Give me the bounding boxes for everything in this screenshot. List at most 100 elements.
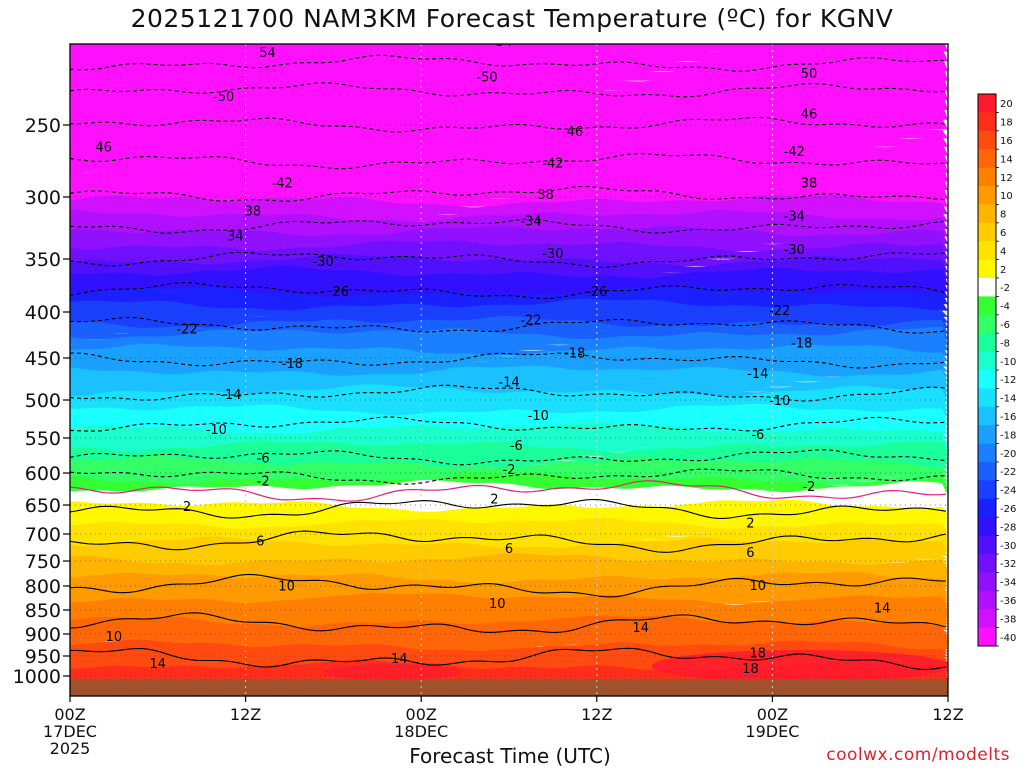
colorbar-label: -40 — [1000, 633, 1016, 644]
contour-line — [70, 251, 947, 268]
x-tick-label: 17DEC — [43, 722, 97, 741]
contour-label: 10 — [749, 579, 766, 594]
x-tick-label: 00Z — [406, 705, 437, 724]
colorbar-swatch — [978, 480, 996, 500]
colorbar-swatch — [978, 351, 996, 371]
y-tick-label: 300 — [25, 187, 61, 209]
contour-label: 26 — [332, 285, 349, 300]
plot-frame — [69, 43, 949, 697]
colorbar-label: 18 — [1000, 118, 1013, 129]
x-tick-label: 2025 — [50, 739, 91, 758]
colorbar-swatch — [978, 278, 996, 297]
contour-label: 38 — [245, 205, 262, 220]
contour-label: 38 — [801, 177, 818, 192]
contour-label: -10 — [528, 409, 549, 424]
colorbar-swatch — [978, 554, 996, 573]
colorbar-label: -38 — [1000, 614, 1016, 625]
colorbar-label: -34 — [1000, 578, 1016, 589]
contour-label: 10 — [489, 597, 506, 612]
y-tick-label: 750 — [25, 551, 61, 573]
contour-label: 6 — [746, 546, 754, 561]
colorbar-swatch — [978, 370, 996, 389]
contour-label: 46 — [567, 125, 584, 140]
contour-label: -6 — [751, 428, 764, 443]
contour-label: -10 — [769, 394, 790, 409]
colorbar-swatch — [978, 112, 996, 132]
colorbar-label: 20 — [1000, 99, 1013, 110]
colorbar-label: -28 — [1000, 522, 1016, 533]
contour-label: -30 — [784, 243, 805, 258]
colorbar-swatch — [978, 425, 996, 445]
contour-label: -30 — [542, 247, 563, 262]
colorbar-label: -18 — [1000, 430, 1016, 441]
contour-label: 54 — [259, 46, 276, 61]
colorbar-label: 16 — [1000, 136, 1013, 147]
warm-core-patch — [651, 650, 948, 682]
colorbar-label: -12 — [1000, 375, 1016, 386]
contour-label: -18 — [791, 336, 812, 351]
colorbar-swatch — [978, 627, 996, 647]
contour-line — [70, 282, 947, 300]
colorbar-label: 10 — [1000, 191, 1013, 202]
colorbar-label: 12 — [1000, 173, 1013, 184]
colorbar-swatch — [978, 535, 996, 555]
colorbar-label: -2 — [1000, 283, 1010, 294]
credit-link[interactable]: coolwx.com/modelts — [826, 745, 1010, 765]
contour-label: 2 — [746, 516, 754, 531]
colorbar-label: -26 — [1000, 504, 1016, 515]
colorbar-swatch — [978, 388, 996, 408]
contour-line — [70, 647, 947, 670]
colorbar-swatch — [978, 314, 996, 334]
y-tick-label: 1000 — [13, 666, 61, 688]
contour-label: -54 — [491, 35, 512, 50]
contour-label: 10 — [278, 580, 295, 595]
contour-line — [70, 352, 947, 369]
contour-label: 2 — [183, 500, 191, 515]
x-tick-label: 12Z — [230, 705, 261, 724]
colorbar-label: -24 — [1000, 486, 1016, 497]
contour-label: 18 — [749, 646, 766, 661]
x-axis-label: Forecast Time (UTC) — [409, 744, 611, 768]
y-tick-label: 900 — [25, 624, 61, 646]
contour-label: -42 — [542, 156, 563, 171]
contour-label: 2 — [490, 493, 498, 508]
ground-layer — [70, 679, 948, 696]
colorbar-label: 14 — [1000, 154, 1013, 165]
colorbar-swatch — [978, 167, 996, 187]
colorbar-swatch — [978, 517, 996, 537]
colorbar-swatch — [978, 94, 996, 113]
contour-label: -22 — [176, 323, 197, 338]
colorbar-swatch — [978, 333, 996, 353]
temperature-band — [70, 587, 948, 602]
temperature-fill-layer — [70, 44, 948, 696]
contour-label: -2 — [802, 480, 815, 495]
colorbar-label: 6 — [1000, 228, 1006, 239]
y-tick-label: 400 — [25, 302, 61, 324]
contour-label: -42 — [272, 177, 293, 192]
temperature-band — [70, 375, 948, 392]
contour-label: 38 — [537, 188, 554, 203]
contour-label: 14 — [150, 657, 167, 672]
contour-line — [70, 573, 947, 598]
contour-label: 14 — [632, 621, 649, 636]
y-tick-label: 450 — [25, 348, 61, 370]
contour-layer — [70, 54, 947, 670]
colorbar-label: -8 — [1000, 338, 1010, 349]
x-tick-label: 12Z — [932, 705, 963, 724]
colorbar-swatch — [978, 204, 996, 224]
colorbar-label: -10 — [1000, 357, 1016, 368]
temperature-band — [70, 417, 948, 435]
colorbar-label: -36 — [1000, 596, 1016, 607]
contour-label: 46 — [801, 108, 818, 123]
temperature-band — [70, 233, 948, 252]
colorbar-swatch — [978, 590, 996, 610]
y-tick-label: 950 — [25, 646, 61, 668]
colorbar-label: -22 — [1000, 467, 1016, 478]
contour-label: -14 — [747, 367, 768, 382]
y-tick-label: 850 — [25, 600, 61, 622]
colorbar-swatch — [978, 259, 996, 279]
colorbar-swatch — [978, 149, 996, 169]
colorbar-label: -14 — [1000, 394, 1016, 405]
